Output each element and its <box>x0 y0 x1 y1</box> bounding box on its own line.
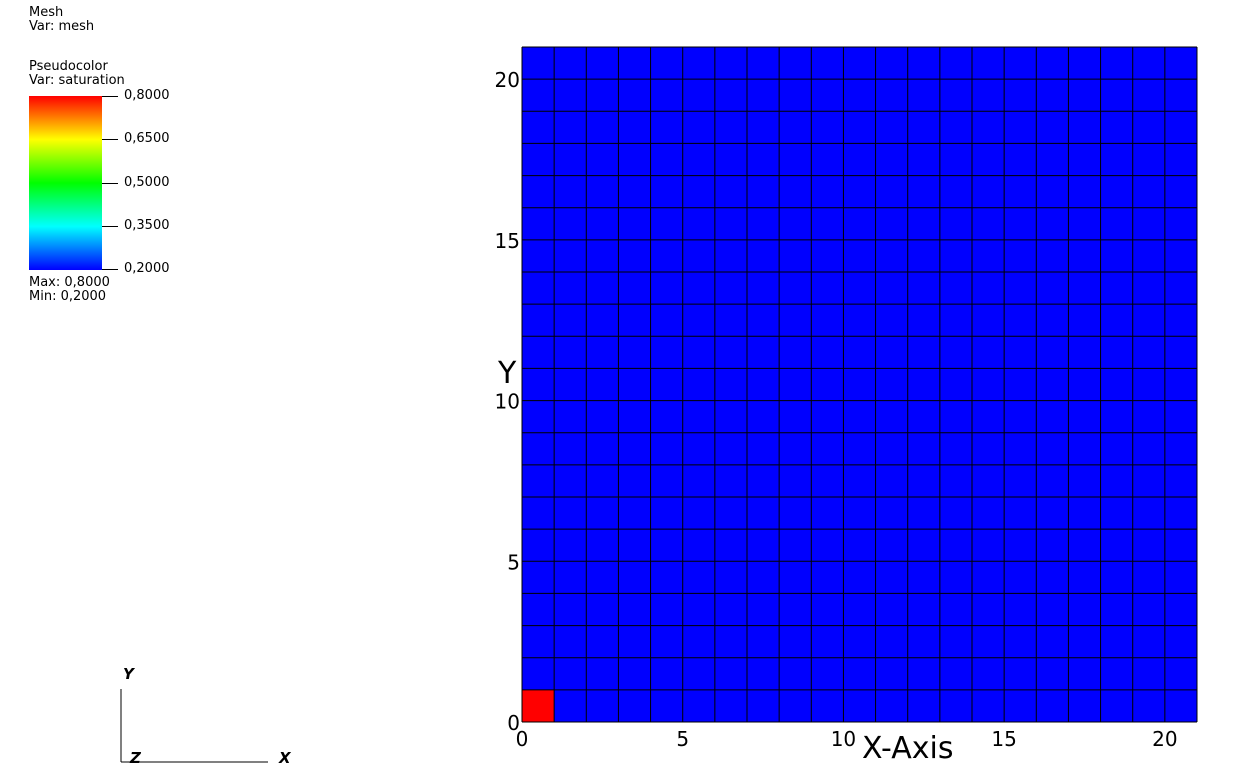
x-tick-label: 10 <box>831 727 856 751</box>
triad-y-label: Y <box>123 665 134 683</box>
cells-layer <box>522 47 1197 722</box>
colorbar-tick <box>102 183 118 184</box>
colorbar-label: 0,3500 <box>124 218 170 233</box>
mesh-grid <box>521 46 1198 723</box>
x-tick-label: 5 <box>676 727 689 751</box>
colorbar <box>29 96 102 270</box>
mesh-legend-var: Var: mesh <box>29 19 95 34</box>
axis-ticks: 0 5 10 15 20 0 5 10 15 20 <box>495 68 1178 751</box>
colorbar-label-max: 0,8000 <box>124 88 170 103</box>
colorbar-label: 0,6500 <box>124 131 170 146</box>
colorbar-tick <box>102 226 118 227</box>
mesh-legend-title: Mesh <box>29 5 64 20</box>
saturation-cell <box>522 689 555 722</box>
y-tick-label: 10 <box>495 390 520 414</box>
colorbar-tick <box>102 269 118 270</box>
legend-min-max: Max: 0,8000 Min: 0,2000 <box>29 276 110 304</box>
mesh-legend: Mesh Var: mesh <box>29 6 94 34</box>
pseudocolor-legend-var: Var: saturation <box>29 73 125 88</box>
y-tick-label: 5 <box>507 550 520 574</box>
colorbar-label-min: 0,2000 <box>124 261 170 276</box>
colorbar-tick <box>102 96 118 97</box>
y-axis-title: Y <box>498 356 517 391</box>
y-tick-label: 20 <box>495 68 520 92</box>
legend-min: Min: 0,2000 <box>29 289 107 304</box>
pseudocolor-legend: Pseudocolor Var: saturation <box>29 60 125 88</box>
colorbar-label: 0,5000 <box>124 175 170 190</box>
pseudocolor-legend-title: Pseudocolor <box>29 59 108 74</box>
triad-z-label: Z <box>130 749 141 767</box>
x-tick-label: 0 <box>516 727 529 751</box>
axis-triad <box>120 689 268 763</box>
field-background <box>522 47 1197 722</box>
y-tick-label: 15 <box>495 229 520 253</box>
legend-max: Max: 0,8000 <box>29 275 110 290</box>
x-axis-title: X-Axis <box>862 731 954 766</box>
colorbar-tick <box>102 139 118 140</box>
triad-x-label: X <box>279 749 291 767</box>
x-tick-label: 15 <box>991 727 1016 751</box>
x-tick-label: 20 <box>1152 727 1177 751</box>
y-tick-label: 0 <box>507 711 520 735</box>
